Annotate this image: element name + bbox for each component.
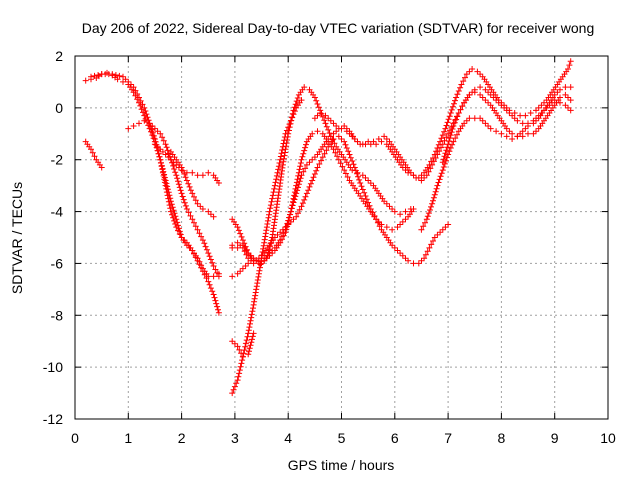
- x-tick-label: 10: [600, 430, 616, 446]
- series-track-3: [88, 71, 222, 316]
- plus-markers: [125, 117, 222, 280]
- plus-markers: [82, 138, 105, 171]
- y-tick-label: 2: [55, 48, 63, 64]
- series-track-5: [151, 141, 222, 186]
- x-tick-label: 0: [71, 430, 79, 446]
- x-tick-labels: 0 1 2 3 4 5 6 7 8 9 10: [71, 430, 616, 446]
- x-tick-label: 5: [338, 430, 346, 446]
- x-tick-label: 7: [444, 430, 452, 446]
- axis-ticks: [74, 55, 609, 420]
- series-track-4: [125, 117, 222, 280]
- series-track-14: [229, 97, 305, 397]
- y-tick-label: -6: [51, 255, 64, 271]
- series-track-9: [229, 133, 452, 280]
- x-axis-label: GPS time / hours: [288, 457, 395, 473]
- x-tick-label: 1: [124, 430, 132, 446]
- series-track-7: [229, 84, 414, 267]
- chart-title: Day 206 of 2022, Sidereal Day-to-day VTE…: [82, 20, 595, 36]
- series-track-6: [167, 148, 217, 220]
- y-tick-labels: -12 -10 -8 -6 -4 -2 0 2: [43, 48, 63, 427]
- x-tick-label: 8: [498, 430, 506, 446]
- y-tick-label: 0: [55, 100, 63, 116]
- y-tick-label: -10: [43, 359, 63, 375]
- plus-markers: [229, 97, 305, 397]
- plus-markers: [229, 330, 257, 360]
- plus-markers: [167, 148, 217, 220]
- plus-markers: [439, 84, 574, 166]
- plus-markers: [151, 141, 222, 186]
- y-tick-label: -4: [51, 204, 64, 220]
- plus-markers: [229, 133, 452, 280]
- series-track-2: [82, 69, 222, 280]
- x-tick-label: 6: [391, 430, 399, 446]
- x-tick-label: 3: [231, 430, 239, 446]
- series-track-1: [82, 138, 105, 171]
- y-tick-label: -8: [51, 307, 64, 323]
- series-track-13: [439, 84, 574, 166]
- y-tick-label: -2: [51, 152, 64, 168]
- plot-area: [82, 58, 574, 397]
- x-tick-label: 9: [551, 430, 559, 446]
- y-axis-label: SDTVAR / TECUs: [9, 182, 25, 294]
- grid-lines: [75, 56, 608, 419]
- series-track-15: [229, 330, 257, 360]
- plus-markers: [82, 69, 222, 280]
- y-tick-label: -12: [43, 411, 63, 427]
- x-tick-label: 4: [284, 430, 292, 446]
- plus-markers: [229, 84, 414, 267]
- series-track-12: [418, 84, 574, 233]
- plus-markers: [418, 84, 574, 233]
- plus-markers: [88, 71, 222, 316]
- x-tick-label: 2: [178, 430, 186, 446]
